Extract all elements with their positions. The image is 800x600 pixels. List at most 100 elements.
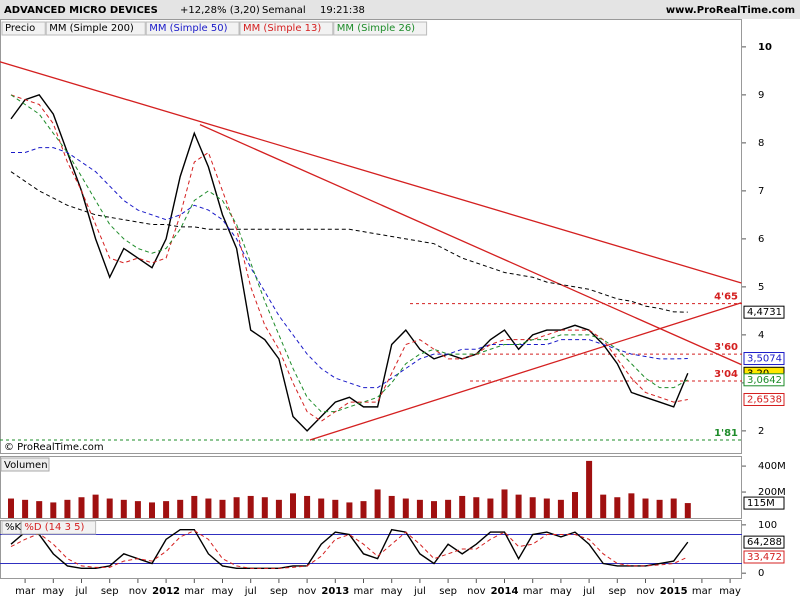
- site: www.ProRealTime.com: [666, 5, 795, 16]
- series-line: [10, 94, 689, 413]
- volume-bar: [304, 495, 311, 518]
- volume-bar: [177, 499, 184, 518]
- value-box-label: 2,6538: [747, 394, 782, 405]
- y-tick-label: 2: [758, 426, 764, 437]
- volume-bar: [374, 489, 381, 518]
- volume-bar: [487, 498, 494, 518]
- series-line: [10, 171, 688, 313]
- volume-title-box: [0, 457, 50, 472]
- value-box: [743, 535, 785, 549]
- x-tick-label: mar: [354, 586, 375, 597]
- legend-box: [333, 21, 428, 36]
- volume-bar: [501, 489, 508, 518]
- volume-bar: [572, 492, 578, 518]
- volume-bar: [684, 503, 691, 518]
- value-box: [743, 496, 785, 510]
- volume-bar: [529, 497, 536, 518]
- value-box: [743, 305, 785, 319]
- value-box: [743, 373, 785, 387]
- y-tick-label: 6: [758, 234, 764, 245]
- value-box: [743, 550, 785, 564]
- x-tick-label: mar: [15, 586, 36, 597]
- x-tick-label: sep: [439, 586, 457, 597]
- volume-bar: [22, 499, 29, 518]
- price-frame: [0, 19, 742, 454]
- x-tick-label: jul: [413, 586, 426, 597]
- trendline: [0, 61, 742, 284]
- x-tick-label: 2014: [491, 586, 519, 597]
- trendline: [309, 302, 742, 441]
- volume-bar: [614, 497, 621, 518]
- x-tick-label: may: [550, 586, 572, 597]
- period: Semanal: [262, 5, 306, 16]
- x-tick-label: jul: [582, 586, 595, 597]
- volume-bar: [586, 460, 593, 518]
- volume-bar: [92, 494, 99, 518]
- y-tick-label: 400M: [758, 461, 786, 472]
- legend-box: [1, 520, 21, 535]
- y-tick-label: 7: [758, 186, 764, 197]
- volume-bar: [205, 498, 212, 518]
- clock: 19:21:38: [320, 5, 365, 16]
- x-tick-label: may: [212, 586, 234, 597]
- x-tick-label: jul: [75, 586, 88, 597]
- legend-box: [1, 21, 46, 36]
- volume-bar: [120, 499, 127, 518]
- value-box: [743, 352, 785, 366]
- legend-entry: Precio: [5, 23, 35, 34]
- stock-name: ADVANCED MICRO DEVICES: [4, 5, 158, 16]
- volume-bar: [50, 502, 57, 518]
- value-box-label: 115M: [747, 498, 775, 509]
- legend-box: [45, 21, 146, 36]
- volume-bar: [149, 502, 155, 518]
- y-tick-label: 0: [758, 568, 764, 579]
- level-label: 4'65: [714, 292, 738, 303]
- value-box-label: 33,472: [747, 552, 782, 563]
- legend-entry: MM (Simple 26): [337, 23, 415, 34]
- series-line: [10, 94, 688, 422]
- level-label: 1'81: [714, 428, 738, 439]
- x-tick-label: nov: [467, 586, 485, 597]
- volume-bar: [78, 497, 85, 518]
- volume-bar: [431, 501, 437, 518]
- volume-bar: [233, 497, 240, 518]
- volume-title: Volumen: [4, 460, 48, 471]
- value-box-label: 64,288: [747, 537, 782, 548]
- volume-frame: [0, 456, 742, 519]
- series-line: [10, 94, 689, 432]
- x-tick-label: may: [42, 586, 64, 597]
- x-tick-label: 2012: [152, 586, 180, 597]
- y-tick-label: 5: [758, 282, 764, 293]
- volume-bar: [8, 498, 14, 518]
- series-line: [10, 528, 689, 570]
- volume-bar: [64, 499, 71, 518]
- volume-bar: [191, 495, 198, 518]
- volume-bar: [163, 501, 170, 518]
- level-label: 3'60: [714, 342, 738, 353]
- legend-entry: %K: [5, 522, 22, 533]
- x-tick-label: sep: [270, 586, 288, 597]
- volume-bar: [388, 495, 395, 518]
- legend-entry: %D (14 3 5): [24, 522, 84, 533]
- series-line: [10, 530, 689, 569]
- x-tick-label: nov: [129, 586, 147, 597]
- volume-bar: [261, 497, 268, 518]
- volume-bar: [134, 501, 141, 518]
- volume-bar: [275, 499, 282, 518]
- x-tick-label: 2015: [660, 586, 688, 597]
- x-tick-label: 2013: [321, 586, 349, 597]
- y-tick-label: 100: [758, 520, 777, 531]
- legend-entry: MM (Simple 200): [49, 23, 134, 34]
- volume-bar: [515, 494, 522, 518]
- volume-bar: [36, 501, 43, 518]
- x-tick-label: may: [381, 586, 403, 597]
- stoch-frame: [0, 520, 742, 579]
- level-label: 3'04: [714, 369, 738, 380]
- volume-bar: [332, 499, 339, 518]
- x-tick-label: mar: [692, 586, 713, 597]
- value-box: [743, 392, 785, 406]
- value-box-label: 3,0642: [747, 375, 782, 386]
- x-tick-label: mar: [523, 586, 544, 597]
- header-bar: [0, 0, 800, 19]
- volume-bar: [459, 495, 466, 518]
